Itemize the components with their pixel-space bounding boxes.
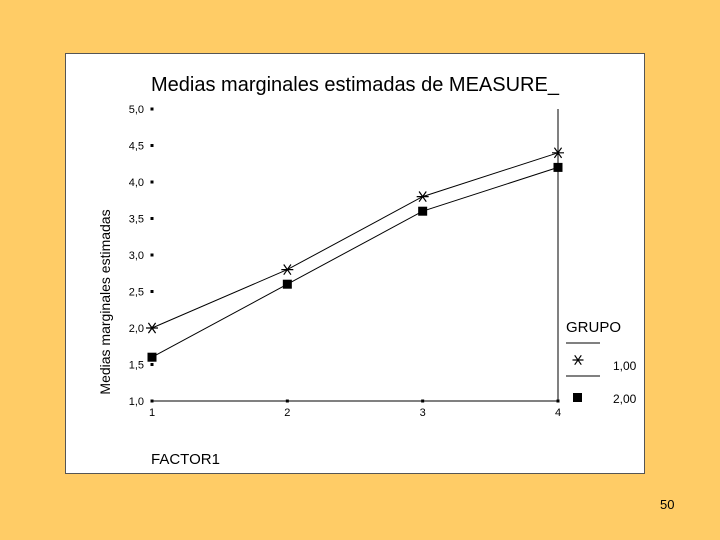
y-tick-label: 2,5 (129, 287, 144, 299)
x-tick-mark (285, 399, 289, 403)
asterisk-marker-strokes (572, 354, 584, 366)
x-tick-mark (421, 399, 425, 403)
y-tick-mark (150, 144, 154, 147)
x-tick-label: 4 (555, 407, 561, 419)
y-tick-label: 5,0 (129, 104, 144, 116)
series-line-2 (151, 166, 559, 358)
y-tick-mark (150, 107, 154, 111)
y-tick-label: 4,0 (129, 177, 144, 189)
y-tick-mark (150, 363, 154, 366)
asterisk-marker-strokes (552, 147, 564, 159)
x-tick-label: 3 (420, 407, 426, 419)
y-tick-label: 2,0 (129, 323, 144, 335)
y-tick-label: 1,5 (129, 360, 144, 372)
line-chart: Medias marginales estimadas de MEASURE_ … (97, 74, 637, 468)
y-tick-mark (150, 217, 154, 220)
data-point-square (553, 162, 563, 172)
x-tick-label: 1 (149, 407, 155, 419)
chart-title: Medias marginales estimadas de MEASURE_ (151, 74, 560, 96)
legend-title: GRUPO (566, 319, 621, 336)
asterisk-marker-strokes (146, 322, 158, 334)
y-axis-label: Medias marginales estimadas (97, 209, 113, 394)
y-tick-label: 3,0 (129, 250, 144, 262)
data-point-asterisk (416, 191, 429, 203)
data-point-asterisk (552, 147, 564, 159)
y-tick-mark (150, 253, 154, 257)
asterisk-marker-strokes (416, 191, 429, 203)
chart-panel: Medias marginales estimadas de MEASURE_ … (65, 53, 645, 474)
legend-entry-label: 1,00 (613, 359, 637, 373)
series-line-1 (151, 152, 559, 329)
data-point-square (147, 352, 157, 362)
x-tick-label: 2 (284, 407, 290, 419)
y-tick-mark (150, 180, 154, 184)
slide-page-number: 50 (660, 497, 675, 512)
asterisk-marker-strokes (281, 264, 294, 276)
data-point-asterisk (281, 264, 294, 276)
data-point-square (282, 279, 292, 289)
legend-marker-square (573, 393, 582, 402)
data-point-square (418, 206, 428, 216)
x-tick-mark (556, 399, 560, 403)
y-tick-label: 3,5 (129, 214, 144, 226)
legend-marker-asterisk (572, 354, 584, 366)
y-tick-label: 1,0 (129, 396, 144, 408)
plot-frame (152, 109, 559, 402)
y-tick-label: 4,5 (129, 141, 144, 153)
x-axis-label: FACTOR1 (151, 451, 220, 468)
legend-entry-label: 2,00 (613, 392, 637, 406)
y-tick-mark (150, 290, 154, 293)
data-point-asterisk (146, 322, 158, 334)
x-tick-mark (150, 399, 154, 403)
